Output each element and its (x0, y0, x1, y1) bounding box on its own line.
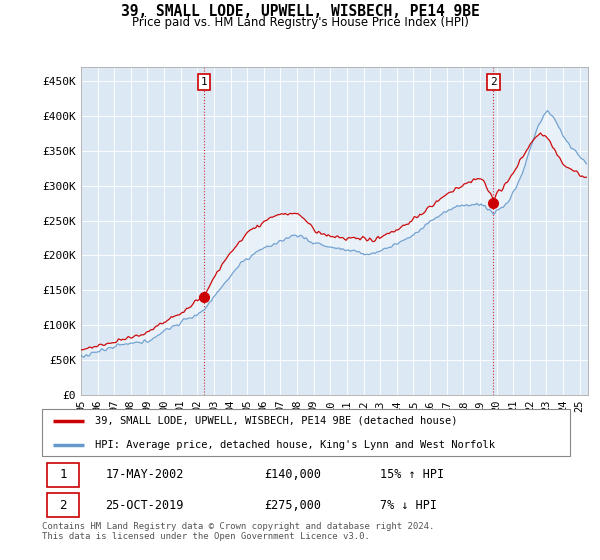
Text: HPI: Average price, detached house, King's Lynn and West Norfolk: HPI: Average price, detached house, King… (95, 440, 495, 450)
Text: £275,000: £275,000 (264, 498, 321, 512)
Text: Price paid vs. HM Land Registry's House Price Index (HPI): Price paid vs. HM Land Registry's House … (131, 16, 469, 29)
FancyBboxPatch shape (42, 409, 570, 456)
Text: 15% ↑ HPI: 15% ↑ HPI (380, 468, 444, 482)
Text: 39, SMALL LODE, UPWELL, WISBECH, PE14 9BE (detached house): 39, SMALL LODE, UPWELL, WISBECH, PE14 9B… (95, 416, 457, 426)
Text: 7% ↓ HPI: 7% ↓ HPI (380, 498, 437, 512)
Text: 1: 1 (200, 77, 207, 87)
Text: This data is licensed under the Open Government Licence v3.0.: This data is licensed under the Open Gov… (42, 532, 370, 541)
Text: 2: 2 (490, 77, 497, 87)
Text: £140,000: £140,000 (264, 468, 321, 482)
Text: 25-OCT-2019: 25-OCT-2019 (106, 498, 184, 512)
FancyBboxPatch shape (47, 463, 79, 487)
FancyBboxPatch shape (47, 493, 79, 517)
Text: 17-MAY-2002: 17-MAY-2002 (106, 468, 184, 482)
Text: 2: 2 (59, 498, 67, 512)
Text: Contains HM Land Registry data © Crown copyright and database right 2024.: Contains HM Land Registry data © Crown c… (42, 522, 434, 531)
Text: 39, SMALL LODE, UPWELL, WISBECH, PE14 9BE: 39, SMALL LODE, UPWELL, WISBECH, PE14 9B… (121, 4, 479, 19)
Text: 1: 1 (59, 468, 67, 482)
